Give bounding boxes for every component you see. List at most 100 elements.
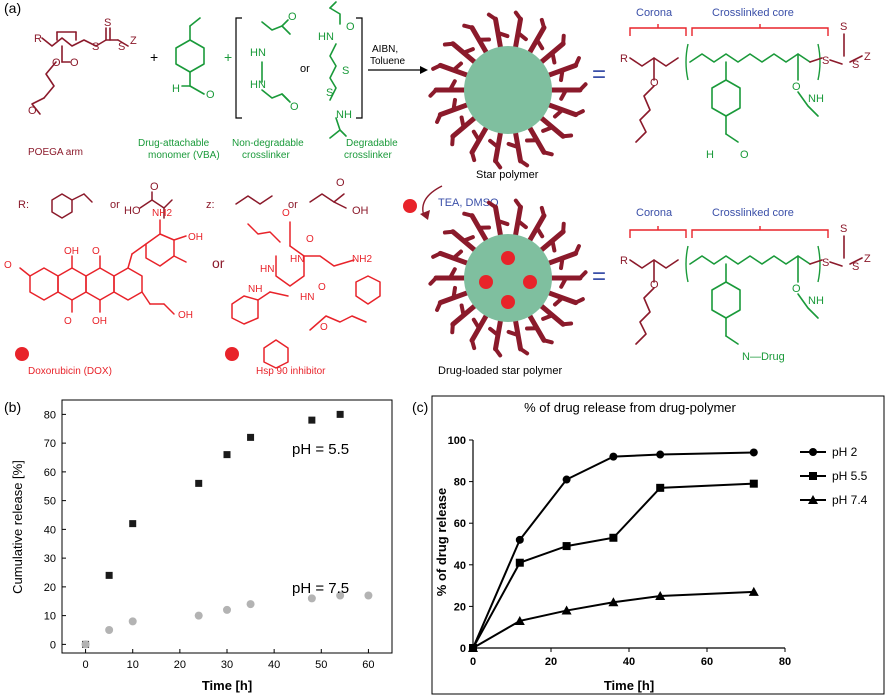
polymer-arm xyxy=(512,198,528,242)
nondeg-label-line1: Non-degradable xyxy=(232,138,304,149)
polymer-arm xyxy=(536,301,574,327)
deg-nh-atom: NH xyxy=(336,109,352,121)
nondeg-o-atom-1: O xyxy=(288,11,297,23)
dox-oh-1: OH xyxy=(64,246,79,257)
star-polymer-illustration xyxy=(428,10,588,170)
r-group-o-atom: O xyxy=(150,181,159,193)
hsp-nh-1: NH xyxy=(248,284,262,295)
y-tick-label: 70 xyxy=(44,438,56,450)
panel-b-x-axis: 0 10 20 30 40 50 60 xyxy=(83,649,375,671)
data-point-ph75 xyxy=(246,600,255,609)
dl-o-atom: O xyxy=(650,279,659,291)
star-nh-atom: NH xyxy=(808,93,824,105)
x-tick-label: 20 xyxy=(545,656,557,668)
data-point-ph75 xyxy=(223,605,231,614)
deg-label-line2: crosslinker xyxy=(344,150,392,161)
poega-o-atom-3: O xyxy=(28,105,37,117)
vba-o-atom: O xyxy=(206,89,215,101)
dl-amide-o-atom: O xyxy=(792,283,801,295)
panel-b-y-axis: 0 10 20 30 40 50 60 70 80 xyxy=(44,409,66,651)
data-point xyxy=(655,591,666,600)
data-point-ph55 xyxy=(129,520,137,528)
drug-loading-conditions: TEA, DMSO xyxy=(438,197,499,209)
core-label-2: Crosslinked core xyxy=(712,207,794,219)
panel-c-y-label: % of drug release xyxy=(434,488,449,596)
poega-s-atom-2: S xyxy=(104,17,111,29)
panel-c-frame xyxy=(431,395,885,695)
poega-o-atom-1: O xyxy=(70,57,79,69)
r-group-ho-atom: HO xyxy=(124,205,141,217)
x-tick-label: 0 xyxy=(83,659,89,671)
reaction-conditions-line2: Toluene xyxy=(370,56,405,67)
panel-b-data-points xyxy=(81,410,373,649)
dox-methoxy-o: O xyxy=(4,260,12,271)
series-line xyxy=(472,451,754,649)
star-h-atom: H xyxy=(706,149,714,161)
vba-h-atom: H xyxy=(172,83,180,95)
dl-nh-atom: NH xyxy=(808,295,824,307)
polymer-arm xyxy=(536,113,574,139)
data-point xyxy=(562,542,571,551)
star-aldehyde-o-atom: O xyxy=(740,149,749,161)
degradable-crosslinker-structure xyxy=(329,1,347,139)
series-ph-7.4 xyxy=(468,586,759,652)
legend-item: pH 2 xyxy=(800,445,858,459)
drug-loaded-star-illustration xyxy=(428,198,588,358)
data-point-ph55 xyxy=(195,479,203,487)
drug-or-text: or xyxy=(212,255,225,271)
polymer-arm xyxy=(450,113,480,147)
y-tick-label: 20 xyxy=(454,601,466,613)
x-tick-label: 50 xyxy=(315,659,327,671)
polymer-arm xyxy=(543,101,585,119)
r-groups-label: R: xyxy=(18,199,29,211)
data-point-ph75 xyxy=(105,626,114,634)
legend-marker xyxy=(809,472,817,480)
x-tick-label: 80 xyxy=(779,656,791,668)
hsp-o-1: O xyxy=(282,208,290,219)
dox-oh-3: OH xyxy=(188,232,203,243)
polymer-arm xyxy=(486,200,510,242)
crosslinked-core xyxy=(464,46,552,134)
polymer-arm xyxy=(469,122,491,163)
doxorubicin-structure xyxy=(19,219,187,315)
poega-arm-label: POEGA arm xyxy=(28,147,83,158)
data-point-ph75 xyxy=(194,611,203,620)
data-point xyxy=(656,483,665,492)
reaction-arrow: AIBN, Toluene xyxy=(368,44,428,74)
y-tick-label: 30 xyxy=(44,553,56,565)
deg-label-line1: Degradable xyxy=(346,138,398,149)
panel-c-line-chart: (c) % of drug release from drug-polymer … xyxy=(412,395,885,695)
star-s-atom-2: S xyxy=(840,21,847,33)
panel-b-y-label: Cumulative release [%] xyxy=(10,460,25,594)
panel-c-series xyxy=(468,448,759,652)
legend-marker xyxy=(809,448,817,456)
star-polymer-label: Star polymer xyxy=(476,169,539,181)
hsp-o-4: O xyxy=(320,322,328,333)
y-tick-label: 40 xyxy=(44,524,56,536)
data-point xyxy=(609,533,618,542)
polymer-arm xyxy=(543,56,581,83)
data-point xyxy=(656,450,665,459)
drug-loaded-star-structure: Corona Crosslinked core xyxy=(620,207,871,363)
hsp90-inhibitor-structure xyxy=(231,221,381,369)
crosslinker-or-text: or xyxy=(300,63,310,75)
star-s-atom-1: S xyxy=(822,55,829,67)
corona-label-2: Corona xyxy=(636,207,673,219)
y-tick-label: 60 xyxy=(44,467,56,479)
poega-z-group: Z xyxy=(130,35,137,47)
y-tick-label: 60 xyxy=(454,518,466,530)
deg-hn-atom: HN xyxy=(318,31,334,43)
data-point xyxy=(468,643,478,652)
r-z-groups-row: R: or HO O z: or OH O xyxy=(18,177,369,217)
y-tick-label: 0 xyxy=(50,639,56,651)
polymer-arm xyxy=(428,79,471,98)
panel-b-annotation-ph75: pH = 7.5 xyxy=(292,580,349,597)
hsp-o-3: O xyxy=(318,282,326,293)
r-z-group-structures xyxy=(51,191,347,219)
polymer-arm xyxy=(525,310,554,345)
dox-label: Doxorubicin (DOX) xyxy=(28,366,112,377)
nondeg-hn-atom-2: HN xyxy=(250,79,266,91)
z-group-oh-atom: OH xyxy=(352,205,369,217)
polymer-arm xyxy=(428,267,471,286)
polymer-arm xyxy=(486,12,510,54)
